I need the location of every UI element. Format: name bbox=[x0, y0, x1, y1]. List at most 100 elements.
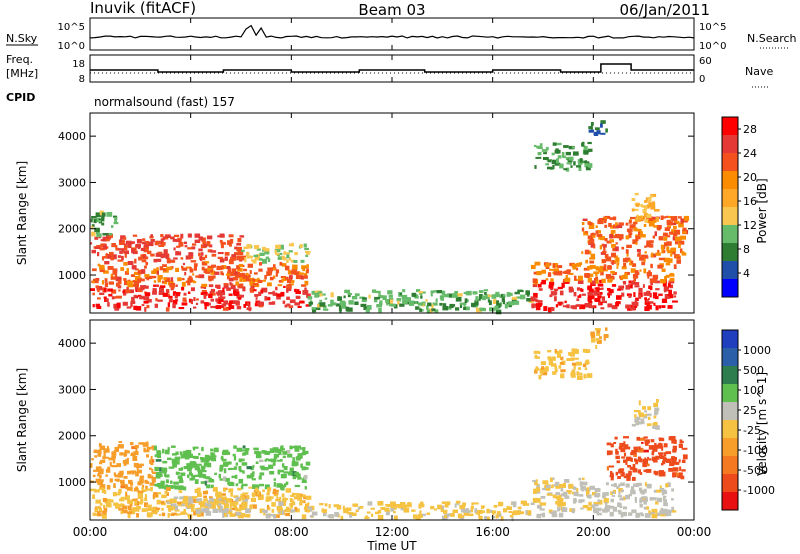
scatter-cell bbox=[581, 477, 585, 481]
x-tick-label: 08:00 bbox=[274, 525, 309, 539]
scatter-cell bbox=[411, 509, 416, 512]
scatter-cell bbox=[434, 290, 439, 293]
scatter-cell bbox=[124, 253, 127, 258]
scatter-cell bbox=[182, 495, 189, 501]
scatter-cell bbox=[485, 516, 490, 521]
scatter-cell bbox=[668, 280, 675, 284]
scatter-cell bbox=[156, 267, 159, 271]
scatter-cell bbox=[191, 465, 197, 468]
scatter-cell bbox=[237, 283, 244, 288]
scatter-cell bbox=[658, 236, 664, 241]
scatter-cell bbox=[506, 292, 511, 297]
scatter-cell bbox=[142, 442, 149, 447]
colorbar-tick-label: 4 bbox=[743, 267, 750, 280]
scatter-cell bbox=[604, 224, 608, 228]
scatter-cell bbox=[262, 279, 266, 282]
y-tick-label: 2000 bbox=[58, 223, 86, 236]
scatter-cell bbox=[193, 510, 196, 516]
scatter-cell bbox=[663, 443, 668, 448]
scatter-cell bbox=[94, 246, 101, 249]
scatter-cell bbox=[631, 476, 636, 481]
scatter-cell bbox=[566, 358, 573, 361]
scatter-cell bbox=[233, 495, 239, 498]
scatter-cell bbox=[635, 203, 640, 207]
scatter-cell bbox=[612, 506, 617, 512]
scatter-cell bbox=[549, 281, 555, 286]
scatter-cell bbox=[464, 298, 468, 303]
scatter-cell bbox=[218, 290, 224, 294]
scatter-cell bbox=[255, 297, 258, 300]
scatter-cell bbox=[93, 489, 100, 493]
scatter-cell bbox=[460, 508, 467, 513]
scatter-cell bbox=[681, 469, 686, 472]
scatter-cell bbox=[509, 515, 514, 518]
scatter-cell bbox=[124, 280, 130, 286]
scatter-cell bbox=[341, 305, 347, 309]
scatter-cell bbox=[652, 497, 657, 501]
scatter-cell bbox=[635, 228, 642, 232]
scatter-cell bbox=[294, 302, 300, 306]
scatter-cell bbox=[237, 238, 242, 243]
scatter-cell bbox=[597, 230, 601, 234]
scatter-cell bbox=[222, 510, 228, 514]
scatter-cell bbox=[304, 247, 309, 251]
scatter-cell bbox=[654, 231, 657, 237]
x-tick-label: 04:00 bbox=[173, 525, 208, 539]
scatter-cell bbox=[172, 299, 178, 305]
scatter-cell bbox=[554, 481, 560, 485]
scatter-cell bbox=[165, 307, 170, 312]
scatter-cell bbox=[397, 300, 400, 305]
scatter-cell bbox=[292, 264, 298, 270]
scatter-cell bbox=[220, 456, 224, 460]
scatter-cell bbox=[193, 263, 198, 267]
scatter-cell bbox=[122, 290, 129, 294]
scatter-cell bbox=[588, 301, 593, 304]
scatter-cell bbox=[555, 492, 561, 495]
scatter-cell bbox=[265, 297, 271, 300]
scatter-cell bbox=[238, 263, 243, 268]
scatter-cell bbox=[157, 299, 163, 302]
scatter-cell bbox=[188, 513, 193, 519]
scatter-cell bbox=[496, 511, 501, 515]
scatter-cell bbox=[165, 254, 169, 260]
scatter-cell bbox=[153, 492, 159, 497]
scatter-cell bbox=[607, 266, 612, 269]
scatter-cell bbox=[219, 239, 223, 243]
scatter-cell bbox=[376, 304, 382, 308]
scatter-cell bbox=[662, 460, 666, 465]
scatter-cell bbox=[159, 285, 166, 288]
scatter-cell bbox=[306, 251, 311, 255]
scatter-cell bbox=[633, 227, 638, 232]
scatter-cell bbox=[611, 260, 616, 264]
scatter-cell bbox=[153, 280, 157, 283]
scatter-cell bbox=[615, 471, 618, 476]
scatter-cell bbox=[359, 296, 365, 299]
scatter-cell bbox=[197, 492, 202, 497]
scatter-cell bbox=[604, 253, 609, 259]
scatter-cell bbox=[443, 510, 448, 514]
scatter-cell bbox=[580, 288, 584, 292]
scatter-cell bbox=[643, 415, 648, 419]
scatter-cell bbox=[210, 305, 217, 309]
scatter-cell bbox=[310, 505, 315, 511]
scatter-cell bbox=[511, 298, 517, 302]
scatter-cell bbox=[223, 283, 229, 286]
scatter-cell bbox=[275, 499, 281, 502]
scatter-cell bbox=[125, 289, 131, 294]
scatter-cell bbox=[305, 254, 309, 257]
scatter-cell bbox=[670, 216, 673, 221]
date-title: 06/Jan/2011 bbox=[620, 1, 711, 19]
scatter-cell bbox=[336, 505, 342, 510]
scatter-cell bbox=[671, 506, 675, 511]
scatter-cell bbox=[602, 244, 607, 248]
scatter-cell bbox=[130, 470, 136, 474]
scatter-cell bbox=[615, 246, 619, 252]
scatter-cell bbox=[585, 259, 589, 264]
scatter-cell bbox=[604, 491, 609, 496]
scatter-cell bbox=[536, 504, 542, 509]
scatter-cell bbox=[617, 509, 622, 513]
scatter-cell bbox=[625, 285, 630, 290]
scatter-cell bbox=[141, 304, 145, 307]
nsky-line bbox=[89, 24, 695, 39]
scatter-cell bbox=[377, 510, 382, 514]
